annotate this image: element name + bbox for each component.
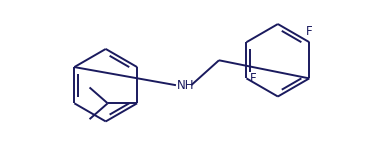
Text: F: F xyxy=(250,72,256,85)
Text: F: F xyxy=(306,25,313,38)
Text: NH: NH xyxy=(177,79,195,92)
